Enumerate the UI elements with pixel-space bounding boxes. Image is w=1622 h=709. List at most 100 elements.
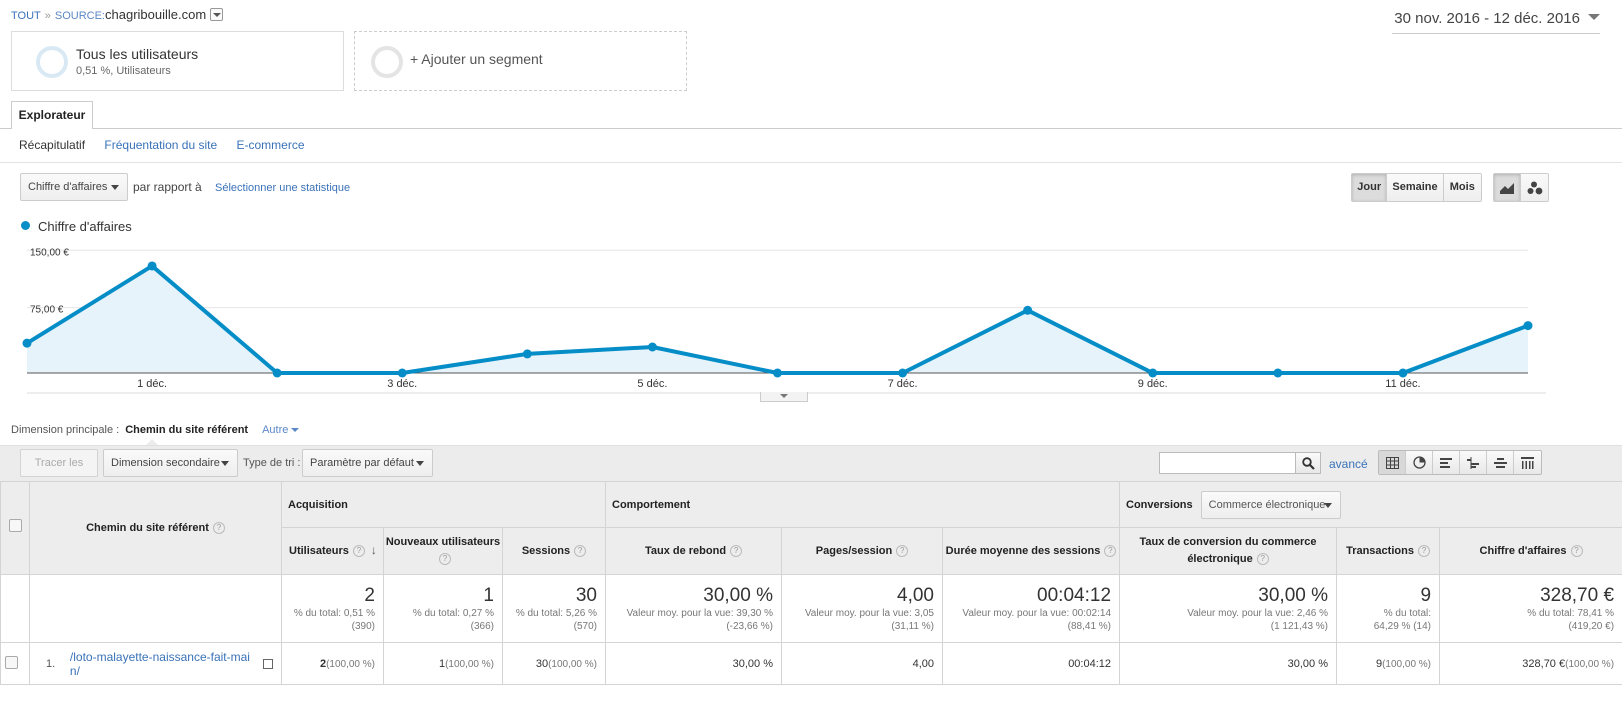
select-statistic-link[interactable]: Sélectionner une statistique xyxy=(215,182,351,194)
add-segment-button[interactable]: + Ajouter un segment xyxy=(354,31,687,91)
period-month-button[interactable]: Mois xyxy=(1443,174,1481,201)
view-data-button[interactable] xyxy=(1379,451,1406,474)
column-header[interactable]: Transactions? xyxy=(1336,527,1441,575)
totals-cell: 2% du total: 0,51 % (390) xyxy=(281,574,384,643)
view-performance-button[interactable] xyxy=(1433,451,1460,474)
metric-select[interactable]: Chiffre d'affaires xyxy=(20,173,128,201)
data-point[interactable] xyxy=(22,338,32,348)
row-checkbox[interactable] xyxy=(4,655,18,669)
external-link-icon[interactable] xyxy=(263,658,273,669)
data-point[interactable] xyxy=(1523,321,1533,331)
column-header[interactable]: Nouveaux utilisateurs? xyxy=(383,527,503,575)
subtab-site-usage[interactable]: Fréquentation du site xyxy=(104,138,218,152)
column-header-label: Taux de conversion du commerce électroni… xyxy=(1139,536,1317,565)
data-point[interactable] xyxy=(397,368,407,378)
help-icon[interactable]: ? xyxy=(1104,544,1117,557)
data-point[interactable] xyxy=(1023,305,1033,315)
total-value: 30,00 % xyxy=(1258,584,1329,606)
table-view-toggle xyxy=(1378,450,1542,475)
help-icon[interactable]: ? xyxy=(1256,553,1269,565)
advanced-filter-link[interactable]: avancé xyxy=(1329,457,1368,471)
chart-collapse-toggle[interactable] xyxy=(760,392,808,402)
help-icon[interactable]: ? xyxy=(352,545,365,557)
column-header[interactable]: Sessions? xyxy=(502,527,606,575)
data-point[interactable] xyxy=(147,261,157,271)
help-icon[interactable]: ? xyxy=(574,544,587,557)
x-tick-label: 3 déc. xyxy=(387,378,417,390)
segment-title: Tous les utilisateurs xyxy=(76,46,199,62)
help-icon[interactable]: ? xyxy=(1570,544,1583,557)
motion-chart-button[interactable] xyxy=(1521,174,1548,201)
breadcrumb-source-label: SOURCE: xyxy=(54,10,105,22)
cell-value: 9 xyxy=(1375,657,1383,670)
column-header[interactable]: Pages/session? xyxy=(781,527,943,575)
x-tick-label: 5 déc. xyxy=(637,378,667,390)
sort-type-label: Type de tri : xyxy=(243,457,301,469)
referral-path-link[interactable]: /loto-malayette-naissance-fait-main/ xyxy=(69,649,250,678)
other-dimension-link[interactable]: Autre xyxy=(262,424,289,436)
segment-all-users[interactable]: Tous les utilisateurs 0,51 %, Utilisateu… xyxy=(11,31,344,91)
sort-type-value: Paramètre par défaut xyxy=(310,457,414,469)
total-detail: Valeur moy. pour la vue: 3,05 xyxy=(804,607,934,619)
breadcrumb-dropdown-icon[interactable] xyxy=(210,8,224,21)
sort-type-select[interactable]: Paramètre par défaut xyxy=(302,449,433,477)
help-icon[interactable]: ? xyxy=(730,544,743,557)
period-day-button[interactable]: Jour xyxy=(1352,174,1388,201)
line-chart-button[interactable] xyxy=(1494,174,1522,201)
column-header[interactable]: Chiffre d'affaires? xyxy=(1439,527,1622,575)
column-header[interactable]: Taux de conversion du commerce électroni… xyxy=(1119,527,1338,575)
search-button[interactable] xyxy=(1295,452,1321,474)
subtab-summary[interactable]: Récapitulatif xyxy=(19,138,86,152)
tab-explorer[interactable]: Explorateur xyxy=(11,101,93,129)
term-cloud-icon xyxy=(1493,457,1507,468)
group-header-conversions: Conversions Commerce électronique xyxy=(1119,481,1622,528)
conversion-goal-select[interactable]: Commerce électronique xyxy=(1200,490,1341,519)
view-term-cloud-button[interactable] xyxy=(1487,451,1514,474)
breadcrumb-source-value: chagribouille.com xyxy=(105,7,207,22)
dimension-column-header[interactable]: Chemin du site référent? xyxy=(29,481,282,575)
primary-dimension-value[interactable]: Chemin du site référent xyxy=(125,424,249,436)
sort-arrow-down-icon[interactable]: ↓ xyxy=(370,543,377,557)
subtab-ecommerce[interactable]: E-commerce xyxy=(236,138,305,152)
help-icon[interactable]: ? xyxy=(1417,544,1430,557)
view-comparison-button[interactable] xyxy=(1460,451,1487,474)
secondary-dimension-select[interactable]: Dimension secondaire xyxy=(103,449,238,477)
help-icon[interactable]: ? xyxy=(896,544,909,557)
data-point[interactable] xyxy=(647,342,657,352)
column-header[interactable]: Taux de rebond? xyxy=(605,527,782,575)
row-cell: 30,00 % xyxy=(605,642,782,685)
data-point[interactable] xyxy=(1148,368,1158,378)
date-range-picker[interactable]: 30 nov. 2016 - 12 déc. 2016 xyxy=(1392,8,1600,34)
total-detail-sub: (1 121,43 %) xyxy=(1270,620,1329,632)
chevron-down-icon xyxy=(416,461,424,466)
table-toolbar xyxy=(0,445,1622,481)
data-point[interactable] xyxy=(773,368,782,378)
help-icon[interactable]: ? xyxy=(439,553,451,565)
plot-rows-button[interactable]: Tracer les lignes xyxy=(20,449,98,495)
bar-chart-icon xyxy=(1439,457,1452,468)
data-point[interactable] xyxy=(1398,368,1408,378)
data-point[interactable] xyxy=(898,368,908,378)
data-point[interactable] xyxy=(272,368,282,378)
breadcrumb-all-link[interactable]: TOUT xyxy=(11,10,41,22)
period-week-button[interactable]: Semaine xyxy=(1387,174,1444,201)
table-search-input[interactable] xyxy=(1159,452,1296,474)
column-header-label: Durée moyenne des sessions xyxy=(945,544,1101,557)
totals-checkbox-cell xyxy=(0,574,30,643)
period-toggle: Jour Semaine Mois xyxy=(1351,173,1482,202)
row-cell: 1(100,00 %) xyxy=(383,642,503,685)
total-detail: % du total: 5,26 % xyxy=(515,607,597,619)
subtab-bar: Récapitulatif Fréquentation du site E-co… xyxy=(19,138,321,152)
view-pivot-button[interactable] xyxy=(1514,451,1541,474)
help-icon[interactable]: ? xyxy=(212,521,225,534)
comparison-icon xyxy=(1466,456,1479,469)
data-point[interactable] xyxy=(1273,368,1283,378)
chevron-down-icon xyxy=(1588,14,1600,20)
y-tick-label: 150,00 € xyxy=(30,247,69,258)
column-header[interactable]: Durée moyenne des sessions? xyxy=(941,527,1121,575)
total-value: 00:04:12 xyxy=(1037,584,1112,606)
column-header[interactable]: Utilisateurs? ↓ xyxy=(281,527,384,575)
data-point[interactable] xyxy=(522,349,532,359)
select-all-checkbox[interactable] xyxy=(8,518,22,532)
view-percentage-button[interactable] xyxy=(1406,451,1433,474)
